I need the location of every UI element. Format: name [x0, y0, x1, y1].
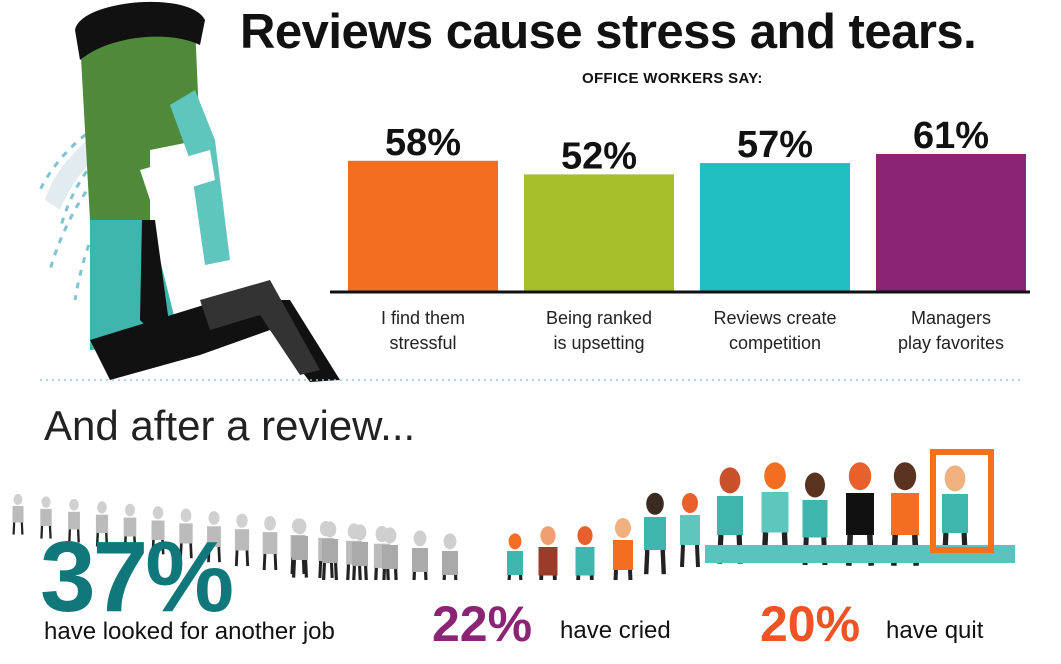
person-figure [575, 526, 595, 580]
person-figure [95, 501, 109, 547]
person-figure [507, 533, 523, 580]
person-figure [382, 527, 398, 580]
bar-3 [700, 163, 850, 292]
person-figure [613, 518, 633, 580]
bar-1 [348, 160, 498, 292]
person-figure [538, 526, 558, 580]
category-label-line: is upsetting [553, 333, 645, 353]
stat-quit-text: have quit [886, 617, 984, 644]
person-figure [680, 493, 700, 568]
category-label-line: competition [728, 333, 822, 353]
category-label-line: stressful [389, 333, 457, 353]
separator-line [40, 379, 1020, 381]
person-figure [207, 511, 221, 563]
bar-value-label-3: 57% [737, 124, 813, 166]
person-figure [352, 524, 368, 580]
person-figure [412, 530, 428, 580]
person-figure [292, 518, 308, 578]
after-review-heading: And after a review... [44, 402, 416, 449]
stat-quit-value: 20% [760, 596, 861, 652]
stat-job-value: 37% [40, 521, 234, 633]
stat-cried-value: 22% [432, 596, 533, 652]
bar-2 [524, 174, 674, 292]
person-figure [717, 467, 743, 564]
person-figure [40, 496, 52, 539]
category-label-3: Reviews create competition [695, 306, 855, 356]
category-label-line: play favorites [897, 333, 1005, 353]
person-figure [644, 492, 666, 575]
stat-cried-text: have cried [560, 617, 671, 644]
chart-subtitle: OFFICE WORKERS SAY: [582, 70, 763, 87]
person-figure [12, 493, 24, 535]
person-figure [68, 498, 80, 543]
person-figure [234, 513, 250, 567]
bar-4 [876, 154, 1026, 292]
page-title: Reviews cause stress and tears. [240, 5, 977, 59]
category-label-2: Being ranked is upsetting [519, 306, 679, 356]
category-label-line: Reviews create [713, 308, 837, 328]
category-label-4: Managers play favorites [871, 306, 1031, 356]
category-label-1: I find them stressful [343, 306, 503, 356]
stat-job-text: have looked for another job [44, 618, 335, 645]
people-line-icon [12, 449, 1015, 580]
crying-man-icon [38, 1, 340, 382]
exit-door-icon [930, 449, 994, 553]
category-label-line: Managers [910, 308, 992, 328]
category-label-line: I find them [380, 308, 466, 328]
person-figure [179, 508, 193, 559]
person-figure [322, 521, 338, 580]
bar-value-label-4: 61% [913, 115, 989, 157]
person-figure [262, 516, 278, 571]
bar-chart: 58% 52% 57% 61% [330, 115, 1030, 294]
bar-value-label-1: 58% [385, 122, 461, 164]
category-label-line: Being ranked [545, 308, 653, 328]
person-figure [442, 533, 458, 580]
bar-value-label-2: 52% [561, 135, 637, 177]
person-figure [123, 503, 137, 551]
person-figure [151, 506, 165, 555]
